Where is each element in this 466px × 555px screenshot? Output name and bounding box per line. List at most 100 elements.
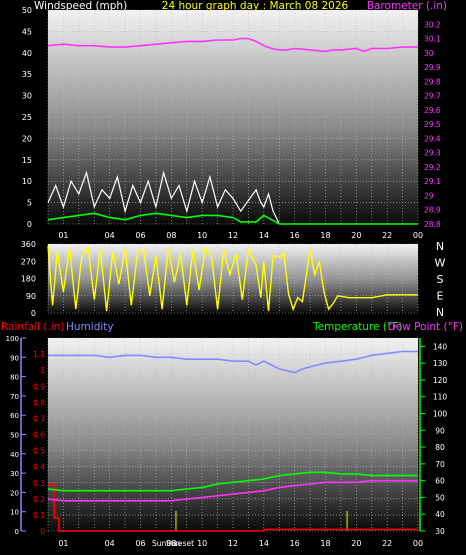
dir-y-tick: 270 <box>21 257 36 266</box>
rain-y-tick: 0.6 <box>33 431 45 440</box>
wind-x-tick: 10 <box>197 231 207 240</box>
dir-y-tick: 90 <box>26 292 36 301</box>
wind-y-tick: 20 <box>22 134 32 143</box>
wind-x-tick: 12 <box>228 231 238 240</box>
rain-x-tick: 00 <box>413 539 423 548</box>
rain-x-tick: 01 <box>58 539 68 548</box>
rain-x-tick: 08 <box>166 539 176 548</box>
dir-y-tick: 180 <box>21 275 36 284</box>
baro-y-tick: 29.3 <box>424 149 441 158</box>
wind-x-tick: 04 <box>105 231 115 240</box>
wind-y-tick: 50 <box>22 6 32 15</box>
baro-y-tick: 29.5 <box>424 120 441 129</box>
baro-y-tick: 29.9 <box>424 63 441 72</box>
wind-direction-line <box>47 245 418 312</box>
baro-y-tick: 29.8 <box>424 77 441 86</box>
rain-y-tick: 0.7 <box>33 414 45 423</box>
temperature-y-tick: 70 <box>435 460 445 469</box>
temperature-y-tick: 50 <box>435 493 445 502</box>
temperature-y-tick: 140 <box>433 342 448 351</box>
baro-y-tick: 30 <box>424 49 434 58</box>
wind-plot-area <box>48 10 418 224</box>
rain-x-tick: 18 <box>320 539 330 548</box>
compass-label: W <box>435 257 446 270</box>
rain-y-tick: 0.4 <box>33 463 45 472</box>
rain-y-tick: 1 <box>40 366 45 375</box>
temperature-line <box>47 471 418 492</box>
humidity-y-tick: 10 <box>10 509 19 517</box>
baro-y-tick: 29 <box>424 191 434 200</box>
humidity-y-tick: 90 <box>10 354 19 362</box>
wind-x-tick: 14 <box>259 231 269 240</box>
rain-x-tick: 20 <box>351 539 361 548</box>
compass-label: N <box>436 240 444 253</box>
rain-y-tick: 0.2 <box>33 495 45 504</box>
sunrise-label: Sun rise <box>152 539 183 548</box>
rain-y-tick: 0.1 <box>33 511 45 520</box>
rain-x-tick: 12 <box>228 539 238 548</box>
humidity-line <box>48 350 418 374</box>
barometer-title: Barometer (.in) <box>367 0 447 12</box>
temperature-y-tick: 40 <box>435 510 445 519</box>
wind-y-tick: 5 <box>27 199 32 208</box>
wind-x-tick: 00 <box>413 231 423 240</box>
humidity-y-tick: 50 <box>10 432 19 440</box>
wind-x-tick: 16 <box>290 231 300 240</box>
rain-x-tick: 06 <box>135 539 145 548</box>
rain-y-tick: 0.3 <box>33 479 45 488</box>
rain-y-tick: 0 <box>40 527 45 536</box>
barometer-line <box>47 37 418 53</box>
rain-x-tick: 22 <box>382 539 392 548</box>
compass-label: S <box>437 273 444 286</box>
dir-y-tick: 360 <box>21 240 36 249</box>
temperature-y-tick: 60 <box>435 477 445 486</box>
temperature-y-tick: 100 <box>433 410 448 419</box>
rain-y-tick: 1.1 <box>33 350 45 359</box>
temperature-y-tick: 120 <box>433 376 448 385</box>
humidity-y-tick: 20 <box>10 489 19 497</box>
rain-x-tick: 16 <box>290 539 300 548</box>
wind-y-tick: 35 <box>22 70 32 79</box>
compass-label: E <box>437 290 444 303</box>
rain-y-tick: 0.5 <box>33 447 45 456</box>
baro-y-tick: 30.2 <box>424 20 441 29</box>
wind-x-tick: 22 <box>382 231 392 240</box>
humidity-title: Humidity <box>66 321 114 333</box>
temperature-title: Temperature (°F) <box>312 321 402 333</box>
wind-average-line <box>47 212 418 225</box>
baro-y-tick: 28.9 <box>424 206 441 215</box>
humidity-y-tick: 0 <box>15 528 19 536</box>
humidity-y-tick: 80 <box>10 374 19 382</box>
baro-y-tick: 29.2 <box>424 163 441 172</box>
wind-y-tick: 40 <box>22 49 32 58</box>
temperature-y-tick: 80 <box>435 443 445 452</box>
wind-x-tick: 06 <box>135 231 145 240</box>
temperature-y-tick: 90 <box>435 426 445 435</box>
humidity-y-tick: 100 <box>6 335 19 343</box>
dewpoint-title: Dew Point (°F) <box>388 321 463 333</box>
rain-y-tick: 0.9 <box>33 382 45 391</box>
baro-y-tick: 29.4 <box>424 134 441 143</box>
compass-label: N <box>436 306 444 319</box>
baro-y-tick: 29.1 <box>424 177 441 186</box>
baro-y-tick: 29.7 <box>424 92 441 101</box>
humidity-y-tick: 70 <box>10 393 19 401</box>
humidity-y-tick: 40 <box>10 451 19 459</box>
rainfall-title: Rainfall (.in) <box>1 321 64 333</box>
wind-gust-line <box>47 170 280 225</box>
baro-y-tick: 29.6 <box>424 106 441 115</box>
wind-y-tick: 30 <box>22 92 32 101</box>
baro-y-tick: 30.1 <box>424 35 441 44</box>
humidity-y-tick: 60 <box>10 412 19 420</box>
wind-y-tick: 0 <box>27 220 32 229</box>
wind-x-tick: 01 <box>58 231 68 240</box>
baro-y-tick: 28.8 <box>424 220 441 229</box>
wind-title: Windspeed (mph) <box>34 0 127 12</box>
wind-y-tick: 45 <box>22 27 32 36</box>
wind-x-tick: 18 <box>320 231 330 240</box>
temperature-y-tick: 110 <box>433 393 448 402</box>
graph-date-title: 24 hour graph day : March 08 2026 <box>162 0 349 12</box>
wind-y-tick: 10 <box>22 177 32 186</box>
